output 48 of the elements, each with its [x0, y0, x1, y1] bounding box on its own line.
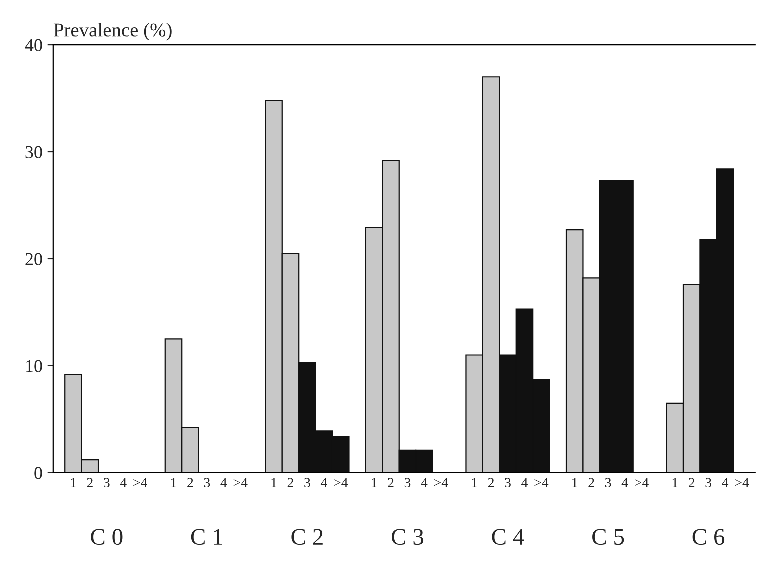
text: C 0: [91, 529, 123, 546]
x-tick-label: 4: [220, 478, 228, 488]
x-tick-label: 3: [104, 478, 110, 488]
text: C 3: [392, 529, 424, 546]
x-tick-label: >4: [635, 478, 649, 488]
x-tick-label: 2: [288, 478, 294, 488]
x-tick-label: 4: [421, 478, 428, 488]
x-tick-label: 3: [505, 478, 511, 488]
x-tick-label: 4: [320, 478, 328, 488]
x-tick-label: 4: [622, 478, 628, 488]
x-tick-label: 2: [588, 478, 594, 488]
x-tick-label: 4: [120, 478, 127, 488]
x-tick-label: >4: [234, 478, 248, 488]
x-tick-label: 2: [388, 478, 394, 488]
x-tick-label: >4: [134, 478, 148, 488]
x-tick-label: 2: [688, 478, 695, 488]
y-tick-label: 40: [25, 39, 42, 52]
x-tick-label: 2: [188, 478, 194, 488]
x-tick-label: 1: [272, 478, 277, 488]
x-tick-label: 3: [605, 478, 612, 488]
x-tick-label: 1: [672, 478, 678, 488]
y-tick-label: 30: [26, 146, 42, 158]
x-tick-label: >4: [334, 478, 348, 488]
x-tick-label: 1: [472, 478, 478, 488]
x-tick-label: >4: [534, 478, 549, 488]
x-tick-label: 4: [522, 478, 528, 488]
text: C 5: [592, 529, 624, 546]
x-tick-label: 3: [404, 478, 411, 488]
y-tick-label: 0: [34, 467, 42, 480]
x-tick-label: 1: [71, 478, 76, 488]
text: C 1: [191, 529, 222, 546]
y-tick-label: 10: [26, 360, 42, 372]
text: C 6: [692, 529, 725, 546]
x-tick-label: 4: [722, 478, 729, 488]
x-tick-label: 1: [171, 478, 176, 488]
x-tick-label: 2: [87, 478, 93, 488]
y-tick-label: 20: [26, 253, 42, 266]
text: C 4: [492, 529, 524, 546]
y-axis-title: Prevalence (%): [54, 23, 172, 41]
x-tick-label: 3: [204, 478, 210, 488]
x-tick-label: 2: [488, 478, 494, 488]
x-tick-label: 1: [572, 478, 578, 488]
x-tick-label: >4: [735, 478, 750, 488]
x-tick-label: 3: [706, 478, 712, 488]
x-tick-label: 3: [304, 478, 310, 488]
x-tick-label: >4: [434, 478, 448, 488]
text: C 2: [292, 529, 323, 546]
x-tick-label: 1: [372, 478, 377, 488]
